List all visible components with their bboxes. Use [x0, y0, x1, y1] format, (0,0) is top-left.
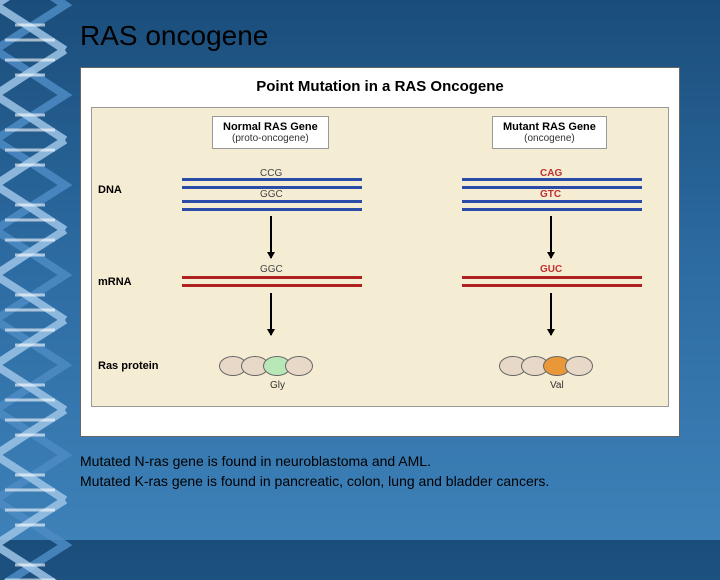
normal-arrow-dna-mrna: [270, 216, 272, 258]
mutant-mrna-strand2: [462, 284, 642, 287]
normal-dna-bot-strand2: [182, 208, 362, 211]
mutant-gene-box: Mutant RAS Gene (oncogene): [492, 116, 607, 149]
caption-line-1: Mutated N-ras gene is found in neuroblas…: [80, 452, 720, 472]
caption-line-2: Mutated K-ras gene is found in pancreati…: [80, 472, 720, 492]
mutant-gene-title: Mutant RAS Gene: [503, 121, 596, 133]
slide-content: RAS oncogene Point Mutation in a RAS Onc…: [80, 20, 720, 491]
normal-protein-chain: [222, 356, 310, 376]
mutant-protein-chain: [502, 356, 590, 376]
aa-circle: [565, 356, 593, 376]
mutant-mrna-strand: [462, 276, 642, 279]
protein-row-label: Ras protein: [98, 360, 159, 372]
mutant-gene-sub: (oncogene): [503, 133, 596, 144]
mutant-dna-bot-strand2: [462, 208, 642, 211]
chart-area: Normal RAS Gene (proto-oncogene) Mutant …: [91, 107, 669, 407]
mutant-dna-top-codon: CAG: [540, 168, 562, 179]
diagram-heading: Point Mutation in a RAS Oncogene: [91, 78, 669, 95]
normal-dna-top-codon: CCG: [260, 168, 282, 179]
mutation-diagram: Point Mutation in a RAS Oncogene Normal …: [80, 67, 680, 437]
mutant-dna-bot-codon: GTC: [540, 189, 561, 200]
mutant-dna-bot-strand: [462, 200, 642, 203]
aa-circle: [285, 356, 313, 376]
normal-gene-sub: (proto-oncogene): [223, 133, 318, 144]
normal-mrna-strand: [182, 276, 362, 279]
mutant-arrow-mrna-protein: [550, 293, 552, 335]
mutant-mrna-codon: GUC: [540, 264, 562, 275]
normal-gene-box: Normal RAS Gene (proto-oncogene): [212, 116, 329, 149]
mutant-arrow-dna-mrna: [550, 216, 552, 258]
mutant-aa-label: Val: [550, 380, 564, 391]
normal-dna-bot-strand: [182, 200, 362, 203]
normal-gene-title: Normal RAS Gene: [223, 121, 318, 133]
slide-title: RAS oncogene: [80, 20, 720, 52]
mrna-row-label: mRNA: [98, 276, 132, 288]
dna-row-label: DNA: [98, 184, 122, 196]
normal-mrna-strand2: [182, 284, 362, 287]
normal-mrna-codon: GGC: [260, 264, 283, 275]
dna-helix-decoration: [0, 0, 80, 580]
normal-aa-label: Gly: [270, 380, 285, 391]
slide-caption: Mutated N-ras gene is found in neuroblas…: [80, 452, 720, 491]
normal-dna-bot-codon: GGC: [260, 189, 283, 200]
normal-arrow-mrna-protein: [270, 293, 272, 335]
